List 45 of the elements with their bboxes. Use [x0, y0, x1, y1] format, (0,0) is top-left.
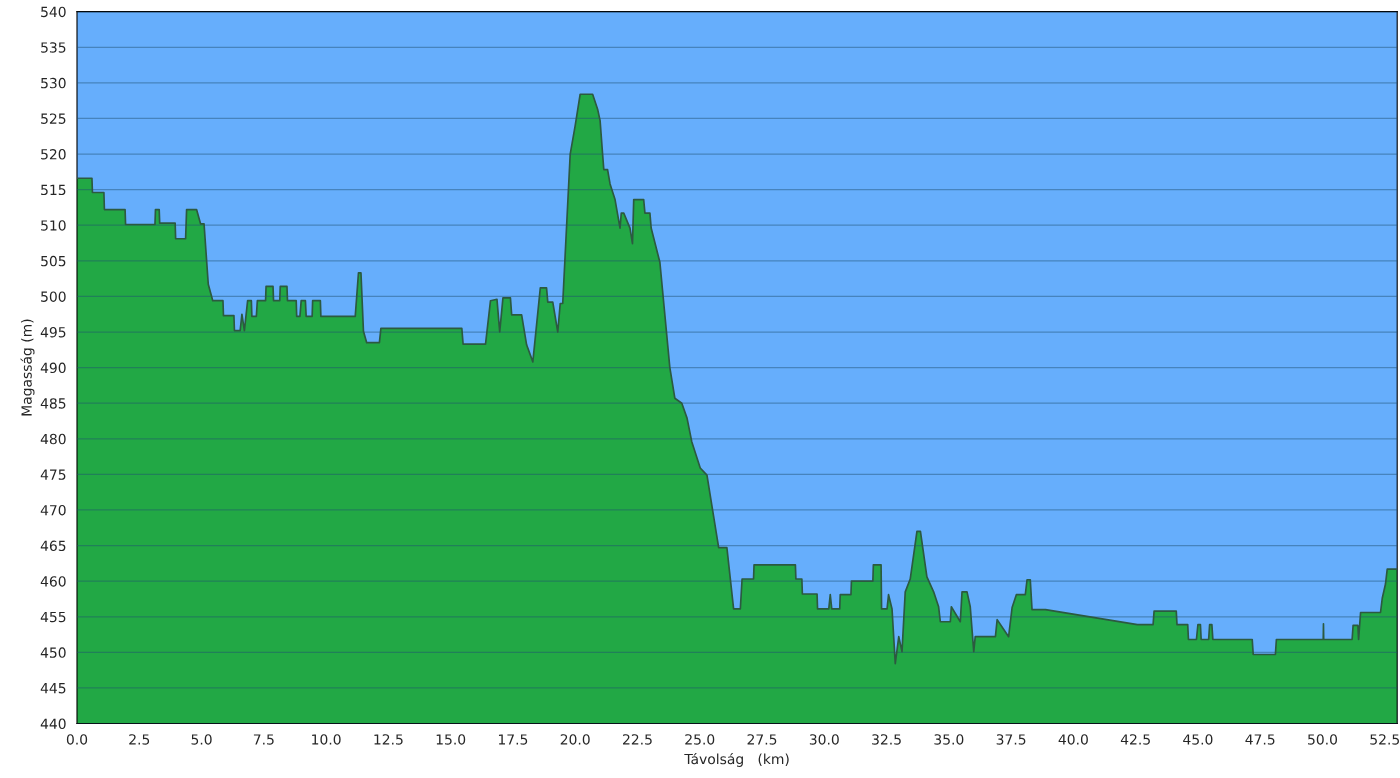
y-tick-label: 470 — [40, 504, 66, 516]
y-axis-title: Magasság (m) — [20, 319, 35, 416]
y-tick-label: 530 — [41, 77, 66, 89]
x-tick-label: 45.0 — [1183, 734, 1213, 745]
y-tick-label: 505 — [41, 255, 66, 267]
y-tick-label: 440 — [40, 718, 66, 730]
x-tick-label: 12.5 — [374, 734, 403, 745]
x-tick-label: 10.0 — [312, 734, 341, 745]
y-tick-label: 500 — [41, 291, 66, 302]
y-tick-label: 485 — [40, 398, 66, 409]
y-tick-label: 535 — [41, 42, 66, 53]
y-tick-label: 525 — [41, 113, 66, 124]
y-tick-label: 455 — [40, 611, 66, 623]
x-axis-title: Távolság (km) — [684, 752, 789, 767]
x-tick-label: 17.5 — [498, 734, 528, 745]
x-tick-label: 15.0 — [436, 734, 466, 745]
y-tick-label: 460 — [40, 576, 66, 587]
y-tick-label: 490 — [40, 362, 66, 374]
y-tick-label: 480 — [40, 433, 66, 445]
x-tick-label: 37.5 — [996, 734, 1026, 745]
x-tick-label: 20.0 — [560, 734, 590, 745]
y-tick-label: 515 — [41, 184, 66, 196]
y-tick-label: 540 — [41, 6, 66, 18]
x-tick-label: 22.5 — [623, 734, 652, 745]
x-tick-label: 27.5 — [747, 734, 777, 745]
y-tick-label: 445 — [40, 683, 66, 694]
x-tick-label: 2.5 — [129, 734, 150, 745]
x-tick-label: 32.5 — [872, 734, 901, 745]
y-tick-label: 495 — [40, 326, 66, 338]
y-tick-label: 475 — [40, 469, 66, 480]
x-tick-label: 50.0 — [1308, 734, 1338, 745]
x-tick-label: 30.0 — [809, 734, 839, 745]
x-tick-label: 5.0 — [191, 734, 212, 745]
y-tick-label: 520 — [41, 149, 66, 160]
y-tick-label: 465 — [40, 540, 66, 552]
x-tick-label: 42.5 — [1120, 734, 1150, 745]
x-tick-label: 47.5 — [1245, 734, 1275, 745]
y-tick-label: 510 — [41, 220, 66, 231]
y-tick-label: 450 — [40, 647, 66, 658]
x-tick-label: 0.0 — [66, 734, 88, 745]
x-tick-label: 52.5 — [1370, 734, 1399, 745]
x-tick-label: 25.0 — [685, 734, 715, 745]
x-tick-label: 40.0 — [1058, 734, 1088, 745]
x-tick-label: 7.5 — [253, 734, 274, 745]
x-tick-label: 35.0 — [934, 734, 964, 745]
